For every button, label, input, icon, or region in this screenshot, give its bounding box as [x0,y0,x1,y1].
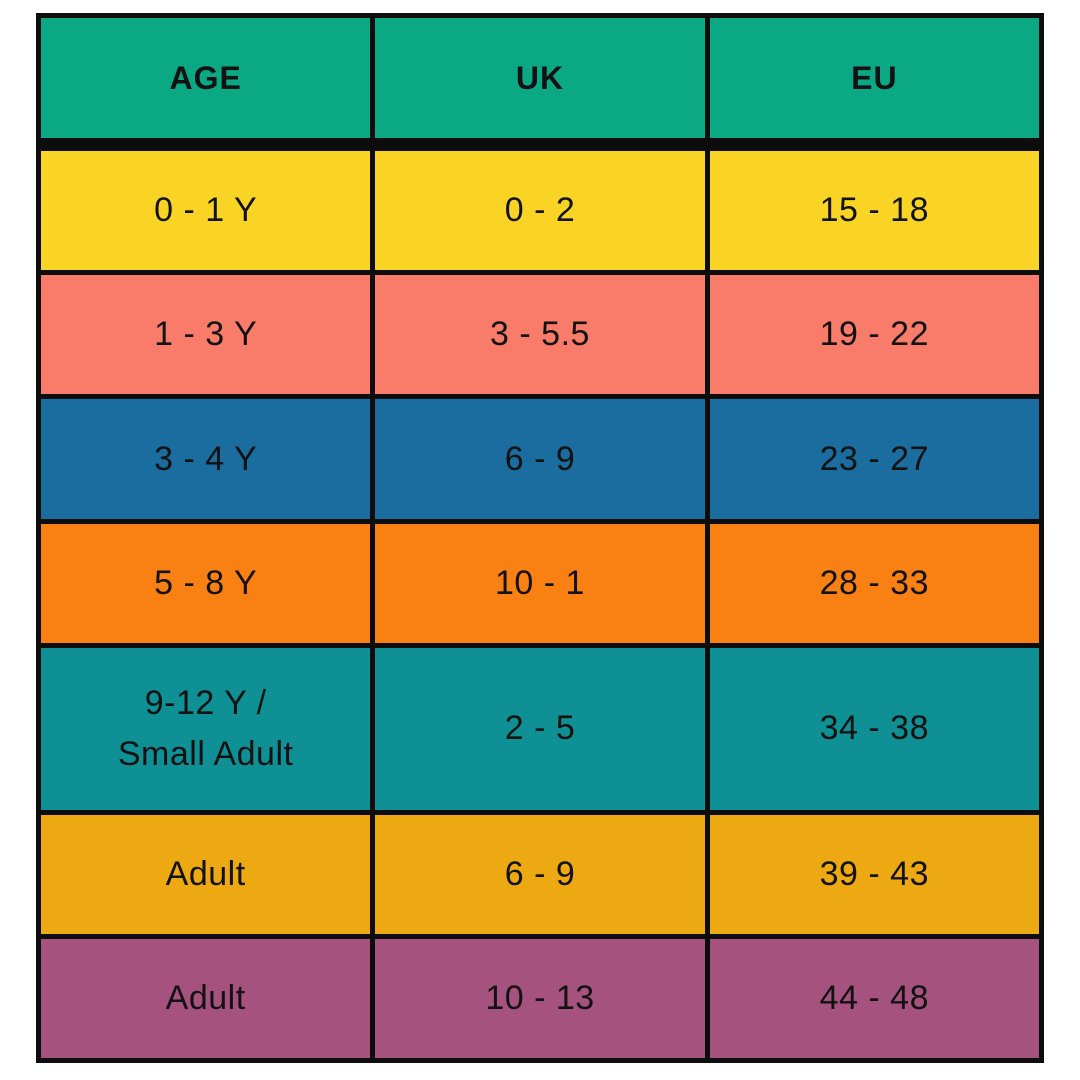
table-row: 0 - 1 Y 0 - 2 15 - 18 [35,141,1045,276]
cell-eu: 44 - 48 [704,933,1045,1064]
cell-uk: 2 - 5 [370,642,710,815]
header-cell-age: AGE [35,13,376,151]
cell-eu: 28 - 33 [704,518,1045,648]
cell-eu: 19 - 22 [704,270,1045,400]
table-row: 9-12 Y / Small Adult 2 - 5 34 - 38 [35,642,1045,815]
cell-age: 5 - 8 Y [35,518,376,648]
header-cell-eu: EU [704,13,1045,151]
table-row: 1 - 3 Y 3 - 5.5 19 - 22 [35,270,1045,400]
cell-uk: 0 - 2 [370,141,710,276]
cell-uk: 6 - 9 [370,394,710,524]
cell-age: Adult [35,933,376,1064]
cell-age: 3 - 4 Y [35,394,376,524]
size-chart-table: AGE UK EU 0 - 1 Y 0 - 2 15 - 18 1 - 3 Y … [35,13,1045,1064]
cell-eu: 23 - 27 [704,394,1045,524]
header-cell-uk: UK [370,13,710,151]
cell-uk: 3 - 5.5 [370,270,710,400]
cell-age: Adult [35,809,376,939]
cell-age: 0 - 1 Y [35,141,376,276]
table-row: Adult 10 - 13 44 - 48 [35,933,1045,1064]
cell-eu: 39 - 43 [704,809,1045,939]
cell-uk: 6 - 9 [370,809,710,939]
table-row: 5 - 8 Y 10 - 1 28 - 33 [35,518,1045,648]
cell-eu: 15 - 18 [704,141,1045,276]
cell-uk: 10 - 13 [370,933,710,1064]
table-row: 3 - 4 Y 6 - 9 23 - 27 [35,394,1045,524]
table-row: Adult 6 - 9 39 - 43 [35,809,1045,939]
cell-age: 1 - 3 Y [35,270,376,400]
cell-eu: 34 - 38 [704,642,1045,815]
cell-age: 9-12 Y / Small Adult [35,642,376,815]
cell-uk: 10 - 1 [370,518,710,648]
header-row: AGE UK EU [35,13,1045,151]
